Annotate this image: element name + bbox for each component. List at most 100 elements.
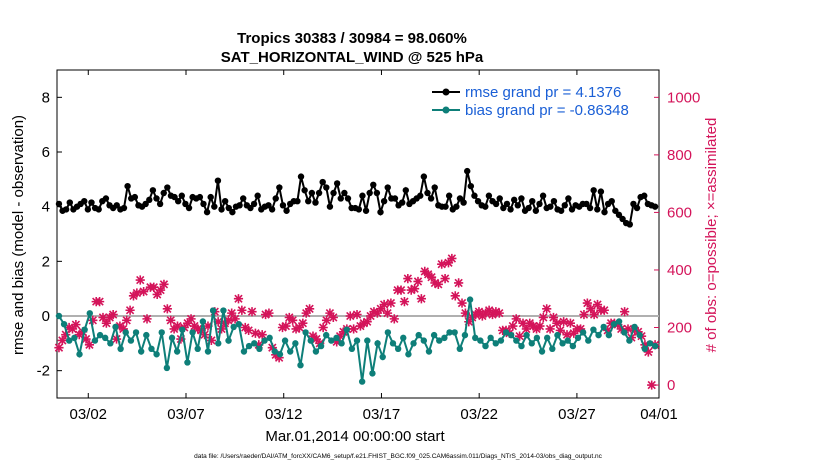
- bias-point: [60, 321, 68, 328]
- rmse-point: [402, 187, 409, 194]
- bias-point: [472, 334, 479, 342]
- rmse-point: [474, 198, 482, 205]
- bias-point: [148, 345, 155, 352]
- y2-tick-label: 600: [667, 204, 692, 221]
- bias-point: [158, 329, 165, 336]
- obs-count-point: [521, 324, 531, 334]
- obs-count-point: [376, 304, 386, 314]
- bias-point: [107, 340, 114, 347]
- bias-point: [276, 351, 284, 358]
- y2-axis-ticks: 0 200 400 600 800 1000: [654, 89, 700, 394]
- rmse-point: [557, 207, 565, 214]
- bias-point: [585, 337, 592, 344]
- bias-point: [621, 329, 628, 336]
- bias-point: [410, 340, 417, 347]
- bias-point: [441, 334, 448, 342]
- bias-point: [425, 348, 433, 355]
- obs-count-point: [433, 279, 443, 289]
- obs-count-point: [118, 324, 128, 334]
- bias-point: [153, 351, 160, 358]
- rmse-point: [174, 198, 182, 205]
- obs-count-point: [623, 324, 633, 334]
- rmse-point: [561, 202, 568, 209]
- bias-point: [513, 337, 520, 344]
- obs-count-point: [518, 318, 528, 328]
- chart-title: Tropics 30383 / 30984 = 98.060%: [237, 30, 467, 47]
- rmse-point: [633, 204, 641, 212]
- obs-count-point: [139, 286, 149, 297]
- rmse-point: [297, 173, 305, 180]
- obs-count-point: [54, 343, 64, 353]
- x-tick-label: 03/27: [558, 406, 596, 423]
- obs-count-point: [281, 321, 291, 331]
- rmse-point: [272, 195, 279, 202]
- bias-point: [595, 331, 602, 339]
- rmse-point: [597, 188, 605, 195]
- rmse-point: [236, 202, 243, 209]
- bias-point: [549, 345, 556, 352]
- obs-count-point: [575, 324, 586, 334]
- rmse-point: [651, 203, 659, 210]
- bias-point: [430, 331, 438, 339]
- obs-count-point: [369, 307, 379, 317]
- bias-point: [230, 323, 237, 331]
- obs-count-point: [288, 315, 298, 325]
- obs-count-point: [589, 309, 599, 320]
- obs-count-point: [328, 312, 338, 323]
- bias-point: [646, 340, 654, 347]
- obs-count-point: [193, 324, 203, 334]
- bias-point: [405, 351, 412, 358]
- y2-tick-label: 1000: [667, 89, 700, 106]
- rmse-point: [301, 187, 308, 194]
- rmse-point: [460, 199, 467, 206]
- rmse-point: [453, 203, 460, 210]
- y2-tick-label: 800: [667, 147, 692, 164]
- rmse-point: [211, 203, 218, 210]
- rmse-point: [612, 207, 619, 214]
- bias-point: [374, 340, 381, 347]
- bias-point: [533, 334, 541, 342]
- bias-point: [143, 331, 150, 339]
- obs-count-point: [64, 322, 74, 333]
- rmse-point: [532, 207, 540, 214]
- rmse-point: [384, 184, 391, 191]
- obs-count-point: [508, 321, 518, 331]
- rmse-point: [268, 206, 276, 213]
- rmse-point: [362, 207, 370, 214]
- bias-point: [317, 342, 325, 350]
- obs-count-point: [84, 340, 95, 350]
- rmse-point: [510, 196, 518, 204]
- bias-point: [456, 345, 464, 352]
- obs-count-point: [88, 315, 98, 325]
- obs-count-point: [345, 311, 355, 321]
- obs-count-point: [335, 331, 345, 341]
- obs-count-point: [203, 321, 213, 331]
- rmse-point: [337, 195, 344, 202]
- rmse-point: [218, 206, 225, 213]
- obs-count-point: [640, 340, 650, 350]
- obs-count-point: [257, 330, 267, 340]
- rmse-point: [615, 211, 623, 219]
- obs-count-point: [603, 325, 613, 335]
- bias-point: [91, 337, 99, 344]
- bias-point: [415, 331, 422, 339]
- bias-point: [446, 329, 453, 336]
- rmse-point: [492, 200, 500, 208]
- bias-point: [220, 307, 227, 314]
- rmse-point: [503, 200, 511, 208]
- obs-count-point: [447, 253, 457, 264]
- bias-point: [189, 329, 196, 336]
- rmse-point: [142, 200, 149, 208]
- rmse-point: [185, 204, 193, 212]
- rmse-point: [420, 173, 428, 180]
- obs-count-point: [484, 305, 494, 315]
- bias-point: [384, 329, 392, 336]
- rmse-point: [196, 193, 204, 201]
- obs-count-point: [250, 328, 261, 338]
- bias-point: [117, 345, 124, 352]
- obs-count-point: [569, 328, 579, 338]
- rmse-point: [312, 199, 319, 206]
- bias-point: [569, 342, 577, 350]
- obs-count-point: [643, 347, 653, 357]
- bias-point: [492, 340, 499, 347]
